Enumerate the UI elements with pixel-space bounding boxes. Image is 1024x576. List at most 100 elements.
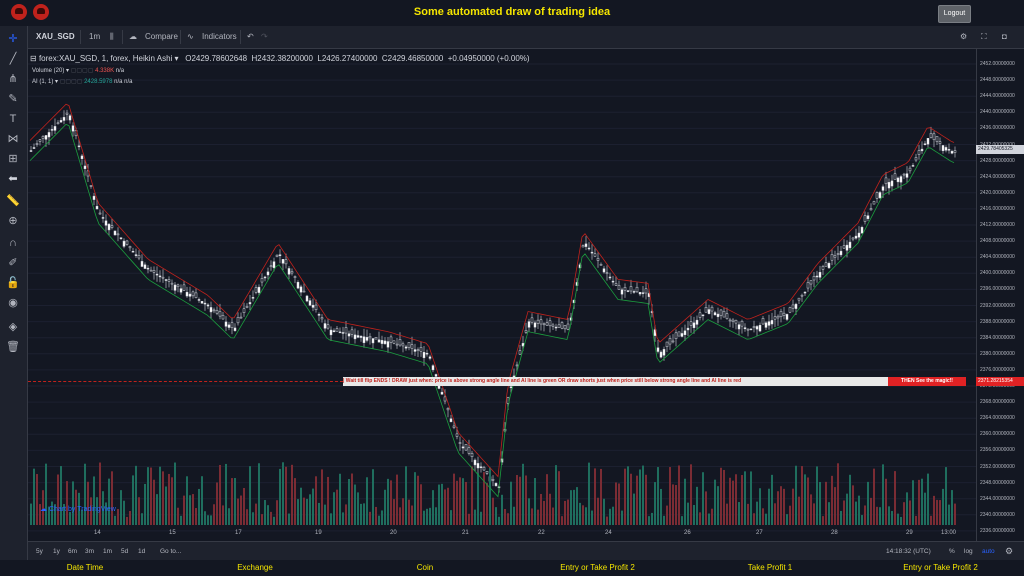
volume-bar: [609, 508, 611, 525]
compare-button[interactable]: Compare: [145, 32, 178, 41]
logout-button[interactable]: Logout: [938, 5, 971, 23]
collapse-icon[interactable]: ⊟: [30, 54, 37, 63]
zoom-in-icon[interactable]: ⊕: [8, 215, 18, 227]
candle: [170, 282, 174, 285]
camera-icon[interactable]: ◘: [1002, 32, 1007, 41]
volume-bar: [189, 495, 191, 525]
range-1y[interactable]: 1y: [53, 548, 60, 555]
candle: [389, 336, 393, 343]
redo-icon[interactable]: ↷: [261, 32, 268, 41]
goto-button[interactable]: Go to...: [160, 548, 182, 555]
pattern-icon[interactable]: ⋈: [7, 133, 19, 145]
range-6m[interactable]: 6m: [68, 548, 78, 555]
candle: [518, 350, 522, 355]
candle: [809, 280, 813, 285]
candle: [431, 365, 435, 371]
interval-button[interactable]: 1m: [89, 32, 101, 41]
price-tick-label: 2372.00000000: [980, 383, 1015, 389]
volume-bar: [231, 478, 233, 525]
percent-toggle[interactable]: %: [949, 548, 955, 555]
tradingview-watermark[interactable]: ☁ Chart by TradingView: [40, 506, 116, 513]
range-5d[interactable]: 5d: [121, 548, 129, 555]
candle: [104, 220, 108, 226]
candle: [563, 325, 567, 330]
price-axis[interactable]: 2452.00000000 2448.00000000 2444.00000000 2…: [976, 49, 1024, 541]
volume-bar: [813, 503, 815, 525]
range-1m[interactable]: 1m: [103, 548, 113, 555]
volume-bar: [714, 479, 716, 525]
price-tick-label: 2400.00000000: [980, 270, 1015, 277]
chart-type-icon[interactable]: ⫼: [110, 32, 114, 41]
volume-bar: [174, 462, 176, 525]
candle: [833, 255, 837, 258]
candle: [914, 157, 918, 161]
ai-title[interactable]: AI (1, 1) ▾: [32, 79, 59, 85]
candle: [392, 340, 396, 344]
volume-title[interactable]: Volume (20) ▾: [32, 68, 70, 74]
lock-drawing-icon[interactable]: ✐: [8, 257, 18, 269]
volume-bar: [741, 475, 743, 525]
chart-canvas[interactable]: [28, 49, 976, 541]
range-5y[interactable]: 5y: [36, 548, 43, 555]
back-arrow-icon[interactable]: ⬅: [8, 173, 18, 185]
candle: [533, 322, 537, 328]
volume-bar: [822, 516, 824, 525]
volume-bar: [141, 513, 143, 525]
price-tick-label: 2356.00000000: [980, 447, 1015, 454]
symbol-button[interactable]: XAU_SGD: [36, 32, 75, 41]
prediction-icon[interactable]: ⊞: [8, 153, 18, 165]
ruler-icon[interactable]: 📏: [6, 195, 20, 207]
time-tick-label: 19: [315, 530, 322, 536]
volume-bar: [696, 486, 698, 525]
trend-line-icon[interactable]: ╱: [9, 53, 17, 65]
trash-icon[interactable]: 🗑: [6, 341, 20, 353]
candle: [152, 270, 156, 273]
ohlc-low: L2426.27400000: [317, 54, 378, 63]
volume-bar: [543, 500, 545, 525]
volume-bar: [588, 462, 590, 525]
candle: [362, 336, 366, 343]
volume-bar: [384, 489, 386, 525]
candle: [671, 340, 675, 343]
undo-icon[interactable]: ↶: [247, 32, 254, 41]
candle: [641, 292, 645, 294]
volume-bar: [147, 467, 149, 525]
volume-bar: [210, 515, 212, 525]
candle: [662, 349, 666, 356]
fullscreen-icon[interactable]: ⛶: [981, 32, 987, 41]
volume-bar: [699, 512, 701, 525]
eye-icon[interactable]: ◉: [8, 297, 18, 309]
pitchfork-icon[interactable]: ⋔: [8, 73, 18, 85]
settings-gear-icon[interactable]: ⚙: [1005, 546, 1014, 556]
candle: [776, 315, 780, 319]
candle: [929, 133, 933, 138]
range-1d[interactable]: 1d: [138, 548, 146, 555]
volume-bar: [480, 511, 482, 525]
log-toggle[interactable]: log: [964, 548, 973, 555]
time-axis[interactable]: 14 15 17 19 20 21 22 24 26 27 28 29 13:00: [28, 528, 976, 541]
candle: [59, 120, 63, 123]
candle: [128, 246, 132, 249]
range-3m[interactable]: 3m: [85, 548, 95, 555]
layers-icon[interactable]: ◈: [8, 321, 18, 333]
candle: [56, 122, 60, 125]
candle: [797, 297, 801, 301]
crosshair-icon[interactable]: ✛: [8, 33, 18, 45]
candle: [635, 286, 639, 293]
settings-gear-icon[interactable]: ⚙: [960, 32, 968, 41]
indicators-button[interactable]: Indicators: [202, 32, 237, 41]
series-title[interactable]: forex:XAU_SGD, 1, forex, Heikin Ashi ▾: [38, 54, 179, 63]
volume-bar: [399, 507, 401, 525]
volume-bar: [360, 503, 362, 525]
brush-icon[interactable]: ✎: [8, 93, 18, 105]
volume-bar: [474, 509, 476, 525]
candle: [374, 336, 378, 340]
candle: [779, 311, 783, 318]
lock-icon[interactable]: 🔓: [6, 277, 20, 289]
ai-line-red: [29, 103, 955, 478]
text-icon[interactable]: T: [9, 113, 17, 125]
auto-toggle[interactable]: auto: [982, 548, 995, 555]
magnet-icon[interactable]: ∩: [9, 237, 17, 249]
volume-bar: [843, 500, 845, 525]
volume-bar: [807, 477, 809, 525]
